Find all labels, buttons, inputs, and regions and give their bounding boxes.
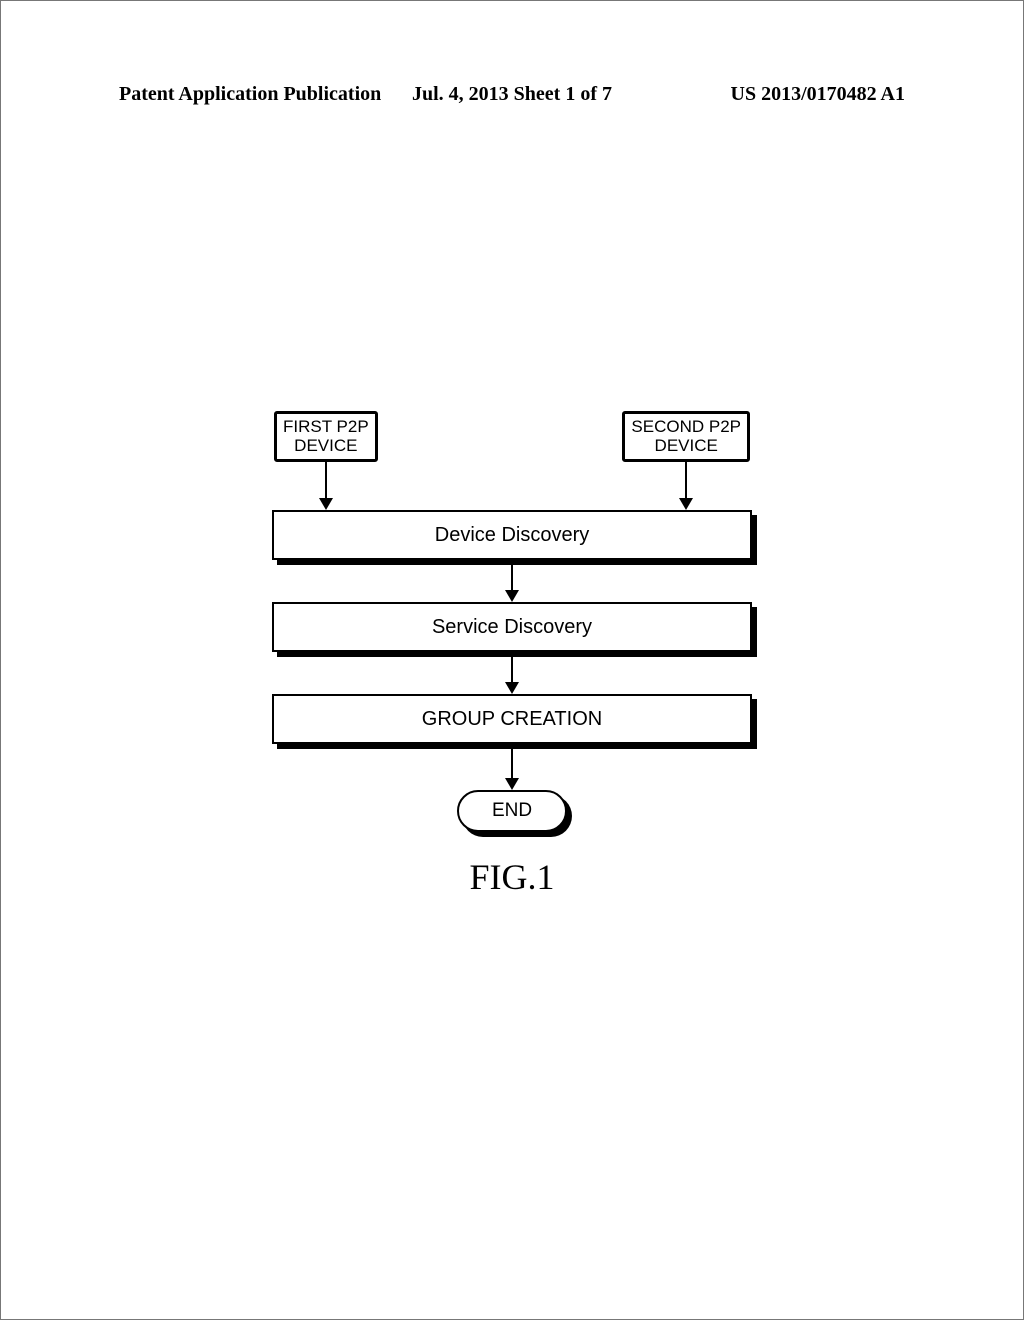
arrow-shaft <box>511 560 514 590</box>
end-terminator: END <box>457 790 567 832</box>
arrow-head-icon <box>505 682 519 694</box>
arrow-from-first-device <box>319 462 333 510</box>
step-device-discovery: Device Discovery <box>272 510 752 560</box>
step-group-creation: GROUP CREATION <box>272 694 752 744</box>
device-right-cell: SECOND P2P DEVICE <box>622 411 750 510</box>
arrow-head-icon <box>679 498 693 510</box>
arrow-step1-to-step2 <box>505 560 519 602</box>
arrow-shaft <box>511 652 514 682</box>
arrow-from-second-device <box>679 462 693 510</box>
arrow-head-icon <box>505 778 519 790</box>
arrow-head-icon <box>505 590 519 602</box>
device-row: FIRST P2P DEVICE SECOND P2P DEVICE <box>252 411 772 510</box>
arrow-shaft <box>325 462 328 498</box>
second-p2p-device-line2: DEVICE <box>631 437 741 456</box>
figure-label: FIG.1 <box>469 856 554 898</box>
arrow-shaft <box>685 462 688 498</box>
first-p2p-device-line1: FIRST P2P <box>283 418 369 437</box>
page-header: Patent Application Publication Jul. 4, 2… <box>119 83 905 106</box>
second-p2p-device-line1: SECOND P2P <box>631 418 741 437</box>
header-left: Patent Application Publication <box>119 83 381 106</box>
arrow-step2-to-step3 <box>505 652 519 694</box>
step-label: Device Discovery <box>435 524 589 547</box>
arrow-shaft <box>511 744 514 778</box>
first-p2p-device-box: FIRST P2P DEVICE <box>274 411 378 462</box>
flowchart: FIRST P2P DEVICE SECOND P2P DEVICE <box>252 411 772 898</box>
header-center: Jul. 4, 2013 Sheet 1 of 7 <box>412 83 612 106</box>
arrow-head-icon <box>319 498 333 510</box>
arrow-step3-to-end <box>505 744 519 790</box>
header-right: US 2013/0170482 A1 <box>731 83 905 106</box>
end-label: END <box>492 800 532 822</box>
step-service-discovery: Service Discovery <box>272 602 752 652</box>
page: Patent Application Publication Jul. 4, 2… <box>0 0 1024 1320</box>
step-label: GROUP CREATION <box>422 708 602 731</box>
first-p2p-device-line2: DEVICE <box>283 437 369 456</box>
device-left-cell: FIRST P2P DEVICE <box>274 411 378 510</box>
step-label: Service Discovery <box>432 616 592 639</box>
second-p2p-device-box: SECOND P2P DEVICE <box>622 411 750 462</box>
